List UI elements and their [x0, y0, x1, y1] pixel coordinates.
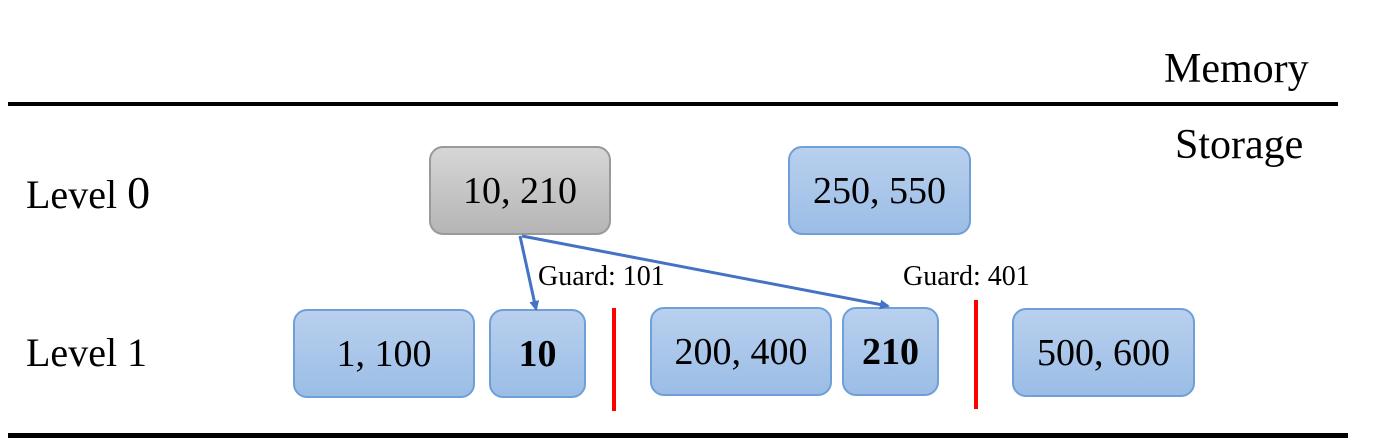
- level-0-file-compacting: 10, 210: [429, 146, 611, 235]
- guard-line-1: [612, 308, 616, 411]
- level-1-label: Level 1: [26, 330, 148, 375]
- arrow-to-file-10: [518, 235, 540, 311]
- level-1-file-3: 200, 400: [650, 307, 832, 396]
- memory-storage-divider: [8, 102, 1338, 106]
- guard-line-2: [974, 300, 978, 409]
- arrow-to-file-210: [521, 234, 890, 310]
- level-0-label: Level 0: [26, 170, 150, 216]
- memory-label: Memory: [1164, 46, 1309, 92]
- level-1-file-5: 500, 600: [1012, 308, 1195, 397]
- level-1-file-2-new: 10: [489, 309, 586, 398]
- bottom-divider: [8, 433, 1348, 438]
- storage-label: Storage: [1175, 122, 1304, 168]
- level-1-file-1: 1, 100: [293, 309, 475, 398]
- level-0-text: Level: [26, 172, 128, 217]
- guard-label-1: Guard: 101: [538, 261, 665, 292]
- level-0-number: 0: [127, 167, 151, 218]
- level-1-file-4-new: 210: [842, 307, 939, 396]
- level-0-file: 250, 550: [788, 146, 971, 235]
- guard-label-2: Guard: 401: [903, 261, 1030, 292]
